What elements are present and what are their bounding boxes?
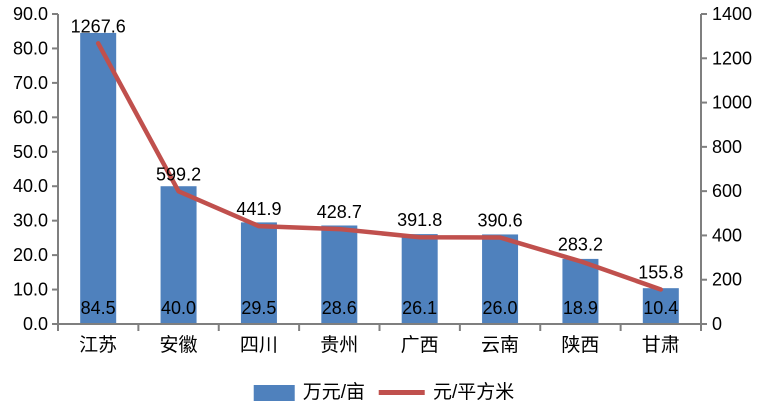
bar-data-label: 28.6 <box>322 298 357 318</box>
left-axis-tick-label: 30.0 <box>13 211 48 231</box>
right-axis-tick-label: 1000 <box>712 93 752 113</box>
legend-item-bar-series: 万元/亩 <box>253 382 365 403</box>
line-data-label: 155.8 <box>638 263 683 283</box>
bar-series-label: 万元/亩 <box>302 382 365 403</box>
category-label: 四川 <box>240 335 278 356</box>
left-axis-tick-label: 20.0 <box>13 245 48 265</box>
right-axis-tick-label: 400 <box>712 225 742 245</box>
category-label: 云南 <box>481 334 519 356</box>
right-axis-tick-label: 600 <box>712 181 742 201</box>
category-label: 甘肃 <box>642 334 680 356</box>
left-axis-tick-label: 90.0 <box>13 4 48 24</box>
bar-data-label: 18.9 <box>563 298 598 318</box>
line-data-label: 283.2 <box>558 234 603 254</box>
line-data-label: 428.7 <box>317 202 362 222</box>
left-axis-tick-label: 80.0 <box>13 38 48 58</box>
category-label: 江苏 <box>79 334 117 356</box>
category-label: 广西 <box>401 334 439 356</box>
bar-data-label: 10.4 <box>643 298 678 318</box>
bar-data-label: 84.5 <box>81 298 116 318</box>
line-series-swatch <box>379 390 425 395</box>
left-axis-tick-label: 50.0 <box>13 142 48 162</box>
right-axis-tick-label: 800 <box>712 137 742 157</box>
bar-甘肃 <box>642 288 679 324</box>
right-axis-tick-label: 200 <box>712 270 742 290</box>
left-axis-tick-label: 70.0 <box>13 73 48 93</box>
line-data-label: 390.6 <box>478 211 523 231</box>
line-data-label: 599.2 <box>156 164 201 184</box>
bar-云南 <box>482 234 519 324</box>
right-axis-tick-label: 0 <box>712 314 722 334</box>
bar-data-label: 40.0 <box>161 298 196 318</box>
bar-data-label: 26.0 <box>483 298 518 318</box>
line-data-label: 1267.6 <box>71 16 126 36</box>
bar-贵州 <box>321 225 358 324</box>
category-label: 贵州 <box>320 334 358 356</box>
bar-data-label: 29.5 <box>241 298 276 318</box>
left-axis-tick-label: 60.0 <box>13 107 48 127</box>
legend-item-line-series: 元/平方米 <box>379 383 514 402</box>
category-label: 安徽 <box>160 334 198 356</box>
left-axis-tick-label: 10.0 <box>13 280 48 300</box>
chart-legend: 万元/亩 元/平方米 <box>253 382 514 403</box>
bar-data-label: 26.1 <box>402 298 437 318</box>
line-data-label: 391.8 <box>397 210 442 230</box>
bar-series-swatch <box>253 384 295 401</box>
bar-江苏 <box>80 32 117 324</box>
bar-陕西 <box>562 258 599 324</box>
bar-安徽 <box>160 186 197 324</box>
line-data-label: 441.9 <box>236 199 281 219</box>
left-axis-tick-label: 0.0 <box>23 314 48 334</box>
bar-广西 <box>401 234 438 324</box>
line-series-label: 元/平方米 <box>433 382 515 403</box>
right-axis-tick-label: 1400 <box>712 4 752 24</box>
category-label: 陕西 <box>561 334 599 356</box>
bar-四川 <box>240 222 277 324</box>
line-series <box>95 41 664 292</box>
right-axis-tick-label: 1200 <box>712 48 752 68</box>
left-axis-tick-label: 40.0 <box>13 176 48 196</box>
